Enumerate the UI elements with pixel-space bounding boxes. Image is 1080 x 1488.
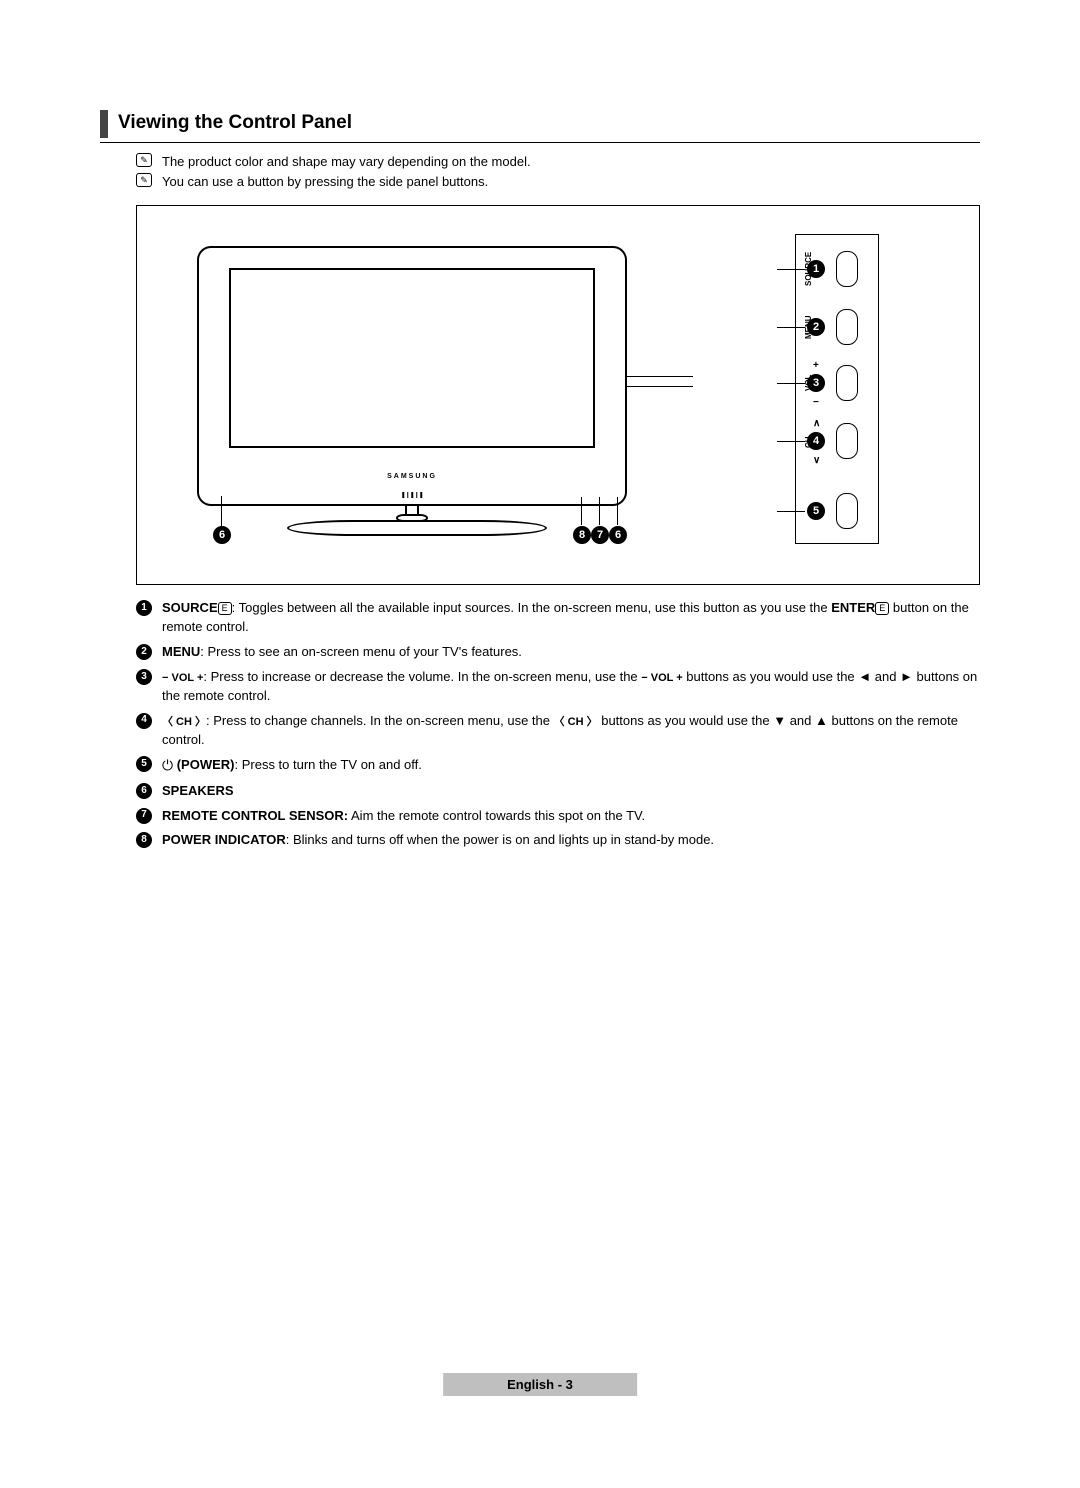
desc-badge: 3 xyxy=(136,669,152,685)
desc-item: 7 REMOTE CONTROL SENSOR: Aim the remote … xyxy=(136,807,980,826)
desc-text: SPEAKERS xyxy=(162,782,980,801)
text-span: : Toggles between all the available inpu… xyxy=(232,600,832,615)
text-span: : Press to turn the TV on and off. xyxy=(234,757,421,772)
label-power: (POWER) xyxy=(177,757,235,772)
callout-badge: 6 xyxy=(213,526,231,544)
desc-text: ⏻ (POWER): Press to turn the TV on and o… xyxy=(162,755,980,775)
label-ch: 〈 CH 〉 xyxy=(162,716,206,728)
desc-item: 2 MENU: Press to see an on-screen menu o… xyxy=(136,643,980,662)
desc-badge: 2 xyxy=(136,644,152,660)
callout-badge: 7 xyxy=(591,526,609,544)
label-vol: − VOL + xyxy=(162,672,203,684)
desc-badge: 5 xyxy=(136,756,152,772)
title-accent xyxy=(100,110,108,138)
desc-text: − VOL +: Press to increase or decrease t… xyxy=(162,668,980,706)
lead-line xyxy=(581,497,582,525)
desc-badge: 4 xyxy=(136,713,152,729)
label-menu: MENU xyxy=(162,644,200,659)
desc-item: 3 − VOL +: Press to increase or decrease… xyxy=(136,668,980,706)
callout-badge: 6 xyxy=(609,526,627,544)
desc-item: 5 ⏻ (POWER): Press to turn the TV on and… xyxy=(136,755,980,775)
tv-sensor-dots xyxy=(402,492,422,498)
label-power-indicator: POWER INDICATOR xyxy=(162,832,286,847)
panel-button-power xyxy=(836,493,858,529)
tv-screen xyxy=(229,268,595,448)
text-span: : Press to see an on-screen menu of your… xyxy=(200,644,522,659)
description-list: 1 SOURCEE: Toggles between all the avail… xyxy=(136,599,980,850)
label-ch: 〈 CH 〉 xyxy=(554,716,598,728)
desc-text: 〈 CH 〉: Press to change channels. In the… xyxy=(162,712,980,750)
label-enter: ENTER xyxy=(831,600,875,615)
enter-icon: E xyxy=(875,602,889,615)
tv-brand-label: SAMSUNG xyxy=(387,473,437,480)
text-span: : Blinks and turns off when the power is… xyxy=(286,832,714,847)
desc-text: REMOTE CONTROL SENSOR: Aim the remote co… xyxy=(162,807,980,826)
text-span: : Press to change channels. In the on-sc… xyxy=(206,713,554,728)
panel-button-source xyxy=(836,251,858,287)
text-span: : Press to increase or decrease the volu… xyxy=(203,669,641,684)
page-footer: English - 3 xyxy=(443,1373,637,1396)
desc-text: POWER INDICATOR: Blinks and turns off wh… xyxy=(162,831,980,850)
title-underline xyxy=(100,142,980,143)
desc-item: 8 POWER INDICATOR: Blinks and turns off … xyxy=(136,831,980,850)
label-vol: − VOL + xyxy=(641,672,682,684)
desc-badge: 8 xyxy=(136,832,152,848)
section-title: Viewing the Control Panel xyxy=(118,110,352,138)
lead-line xyxy=(777,511,805,512)
lead-line xyxy=(777,441,805,442)
note-icon: ✎ xyxy=(136,173,152,187)
tv-outline: SAMSUNG xyxy=(197,246,627,506)
text-span: Aim the remote control towards this spot… xyxy=(348,808,645,823)
ch-up-icon: ∧ xyxy=(813,418,820,429)
lead-line xyxy=(599,497,600,525)
section-title-bar: Viewing the Control Panel xyxy=(100,110,980,138)
note-text: The product color and shape may vary dep… xyxy=(162,153,531,171)
desc-item: 6 SPEAKERS xyxy=(136,782,980,801)
desc-text: MENU: Press to see an on-screen menu of … xyxy=(162,643,980,662)
desc-badge: 6 xyxy=(136,783,152,799)
panel-button-ch xyxy=(836,423,858,459)
ch-down-icon: ∨ xyxy=(813,455,820,466)
desc-badge: 1 xyxy=(136,600,152,616)
enter-icon: E xyxy=(218,602,232,615)
label-source: SOURCE xyxy=(162,600,218,615)
lead-line xyxy=(777,383,805,384)
vol-plus-icon: + xyxy=(813,360,819,371)
desc-item: 1 SOURCEE: Toggles between all the avail… xyxy=(136,599,980,637)
side-panel: SOURCE MENU + VOL − ∧ CH ∨ ⏻ xyxy=(795,234,879,544)
lead-line xyxy=(221,496,222,526)
callout-badge: 8 xyxy=(573,526,591,544)
desc-item: 4 〈 CH 〉: Press to change channels. In t… xyxy=(136,712,980,750)
note-icon: ✎ xyxy=(136,153,152,167)
note-row: ✎ The product color and shape may vary d… xyxy=(136,153,980,171)
power-icon: ⏻ xyxy=(162,757,173,773)
lead-line xyxy=(627,376,693,377)
lead-line xyxy=(777,327,805,328)
tv-base xyxy=(287,520,547,536)
lead-line xyxy=(777,269,805,270)
vol-minus-icon: − xyxy=(813,397,819,408)
note-text: You can use a button by pressing the sid… xyxy=(162,173,488,191)
desc-badge: 7 xyxy=(136,808,152,824)
lead-line xyxy=(617,497,618,525)
panel-button-vol xyxy=(836,365,858,401)
lead-line xyxy=(627,386,693,387)
label-speakers: SPEAKERS xyxy=(162,783,234,798)
panel-button-menu xyxy=(836,309,858,345)
desc-text: SOURCEE: Toggles between all the availab… xyxy=(162,599,980,637)
diagram-box: SAMSUNG SOURCE MENU + VOL − ∧ CH ∨ ⏻ 1 2… xyxy=(136,205,980,585)
note-row: ✎ You can use a button by pressing the s… xyxy=(136,173,980,191)
label-remote-sensor: REMOTE CONTROL SENSOR: xyxy=(162,808,348,823)
